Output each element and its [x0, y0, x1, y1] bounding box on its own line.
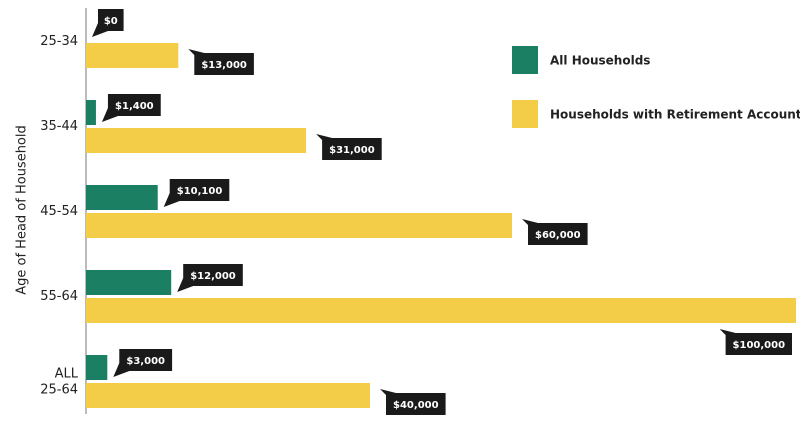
value-label-text: $10,100 [177, 186, 223, 197]
value-label-text: $31,000 [329, 145, 375, 156]
value-label-text: $3,000 [126, 356, 165, 367]
bar [86, 383, 370, 408]
value-label: $1,400 [101, 94, 161, 122]
y-tick-label: 45-54 [40, 204, 78, 219]
y-tick-label-line: ALL [55, 366, 79, 381]
bar [86, 100, 96, 125]
y-tick-label: 35-44 [40, 119, 78, 134]
legend-label: Households with Retirement Accounts [550, 108, 800, 122]
value-label: $3,000 [113, 349, 173, 377]
value-label: $40,000 [380, 389, 446, 415]
value-label-box [119, 349, 173, 371]
value-label-text: $12,000 [190, 271, 236, 282]
value-label-text: $0 [104, 16, 118, 27]
bar [86, 43, 179, 68]
value-label-text: $60,000 [535, 230, 581, 241]
bar [86, 298, 796, 323]
y-tick-label: 55-64 [40, 289, 78, 304]
legend-swatch [512, 100, 538, 128]
bar [86, 270, 172, 295]
value-label: $0 [92, 9, 124, 37]
y-axis-title: Age of Head of Household [15, 125, 30, 295]
bar [86, 213, 512, 238]
y-tick-label: 25-34 [40, 34, 78, 49]
y-tick-label: ALL 25-64 [40, 366, 79, 397]
value-label-box [194, 53, 254, 75]
value-label: $10,100 [163, 179, 230, 207]
bar [86, 185, 158, 210]
value-label-box [725, 333, 792, 355]
value-label: $60,000 [522, 219, 588, 245]
value-label-box [528, 223, 588, 245]
value-label-text: $1,400 [115, 101, 154, 112]
value-label: $100,000 [719, 329, 792, 355]
legend-label: All Households [550, 54, 650, 68]
value-label: $12,000 [177, 264, 243, 292]
value-label-text: $40,000 [393, 400, 439, 411]
value-label-box [169, 179, 230, 201]
value-label-box [98, 9, 124, 31]
value-label-text: $13,000 [201, 60, 247, 71]
bar [86, 128, 307, 153]
value-label-box [107, 94, 161, 116]
bar [86, 355, 108, 380]
value-label: $31,000 [316, 134, 382, 160]
value-label-text: $100,000 [733, 340, 786, 351]
value-label-box [386, 393, 446, 415]
legend-swatch [512, 46, 538, 74]
y-tick-label-line: 25-64 [40, 382, 78, 397]
value-label-box [322, 138, 382, 160]
value-label: $13,000 [188, 49, 254, 75]
value-label-box [183, 264, 243, 286]
